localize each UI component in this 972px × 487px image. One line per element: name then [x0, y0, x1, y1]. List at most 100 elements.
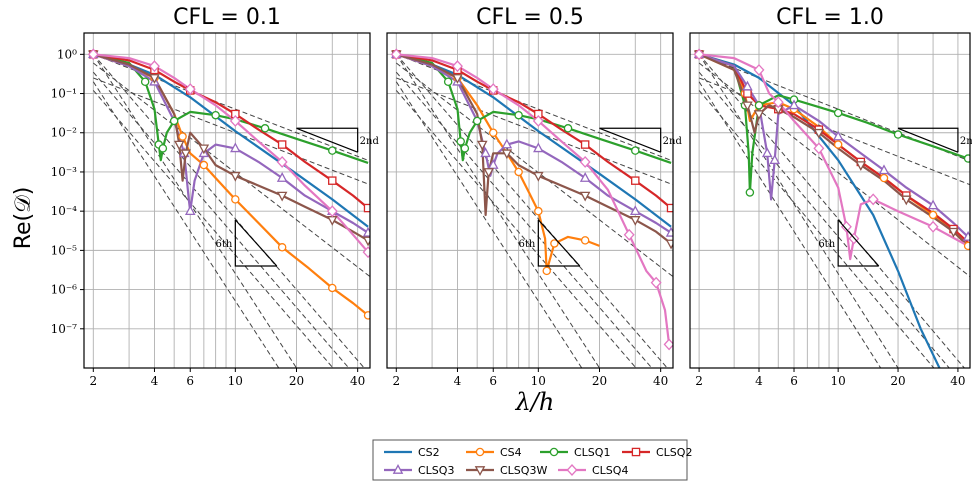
marker-clsq3w [149, 74, 160, 84]
marker-clsq1 [260, 124, 270, 133]
legend-label: CLSQ2 [656, 446, 692, 459]
marker-clsq3w [477, 140, 488, 151]
slope-triangle-hyp [599, 127, 661, 153]
legend-label: CLSQ3 [418, 464, 454, 477]
y-tick-label: 10⁻⁶ [51, 283, 78, 297]
marker-clsq4 [813, 142, 825, 155]
x-tick-label: 4 [454, 374, 462, 388]
marker-clsq3w [276, 191, 288, 202]
marker-clsq3 [362, 226, 370, 237]
marker-clsq3w [483, 168, 495, 178]
marker-clsq4 [184, 83, 196, 96]
marker-clsq3w [742, 101, 753, 112]
legend-marker-clsq2 [631, 447, 641, 457]
series-line-clsq1 [93, 53, 369, 164]
x-tick-label: 20 [890, 374, 905, 388]
marker-cs4 [178, 132, 187, 141]
series-line-clsq4 [93, 53, 369, 253]
marker-cs4 [277, 243, 287, 252]
y-tick-label: 10⁻² [51, 126, 78, 140]
reference-slopes [698, 53, 970, 368]
reference-slope-line [92, 90, 334, 368]
marker-clsq3w [230, 171, 241, 182]
legend-marker-clsq3w [474, 466, 486, 476]
marker-clsq1 [472, 116, 482, 126]
marker-clsq4 [362, 246, 370, 259]
x-tick-label: 10 [831, 374, 846, 388]
series-markers [693, 48, 970, 251]
reference-slope-line [698, 90, 935, 368]
marker-cs4 [542, 266, 551, 276]
series-line-clsq4 [396, 53, 671, 345]
grid [84, 33, 370, 369]
marker-clsq1 [140, 77, 150, 86]
grid [387, 33, 673, 369]
marker-cs4 [363, 311, 370, 320]
series-line-clsq1 [698, 53, 969, 194]
legend-marker-cs4 [475, 447, 485, 457]
marker-clsq3w [900, 195, 912, 206]
marker-clsq3 [832, 130, 844, 141]
marker-clsq1 [745, 188, 755, 197]
marker-clsq2 [328, 176, 337, 185]
marker-clsq1 [328, 146, 337, 155]
legend-label: CLSQ3W [500, 464, 547, 477]
slope-triangle [837, 219, 879, 267]
marker-cs4 [963, 241, 970, 251]
marker-clsq3 [501, 138, 513, 149]
x-tick-label: 20 [289, 374, 304, 388]
x-tick-label: 2 [89, 374, 97, 388]
y-tick-label: 10⁻¹ [51, 87, 77, 101]
slope-triangle [898, 127, 959, 153]
plot-frame [689, 32, 971, 369]
plot-frame [386, 32, 674, 369]
marker-clsq3 [962, 230, 970, 241]
marker-clsq3 [579, 172, 591, 182]
marker-clsq4 [276, 155, 288, 168]
reference-slope-line [395, 54, 601, 368]
marker-clsq3 [533, 142, 544, 153]
order-triangles: 2nd 6th [818, 127, 972, 267]
marker-clsq3w [665, 239, 673, 250]
marker-cs4 [879, 173, 889, 183]
marker-clsq1 [158, 144, 168, 153]
marker-clsq4 [623, 228, 635, 241]
marker-clsq3w [579, 191, 591, 202]
marker-clsq4 [867, 193, 879, 206]
slope-triangle-hyp [537, 219, 581, 267]
slope-triangle-hyp [837, 219, 880, 267]
y-tick-label: 10⁰ [57, 47, 77, 61]
series-markers [87, 48, 370, 320]
reference-slope-line [395, 90, 637, 368]
reference-slope-line [698, 81, 882, 368]
marker-clsq3w [753, 110, 765, 121]
legend: CS2 CS4 CLSQ1 CLSQ2 CLSQ3 CLSQ3W CLSQ4 [372, 439, 692, 481]
marker-cs4 [199, 160, 209, 170]
marker-clsq3w [948, 227, 959, 238]
x-tick-label: 6 [790, 374, 798, 388]
slope-triangle-label: 2nd [960, 136, 972, 147]
legend-marker-clsq3 [392, 464, 404, 474]
series-line-cs4 [395, 53, 600, 272]
marker-clsq3w [180, 149, 192, 160]
reference-slope-line [395, 62, 673, 277]
y-axis-label: Re(𝒟) [11, 187, 36, 250]
marker-clsq3 [629, 205, 641, 216]
marker-clsq3 [788, 99, 800, 110]
x-ticks: 2 4 6 10 20 40 [89, 368, 365, 388]
slope-triangle-label: 6th [818, 239, 835, 250]
marker-clsq4 [532, 114, 544, 127]
slope-triangle [599, 127, 662, 153]
marker-clsq3w [813, 128, 825, 139]
legend-marker-clsq1 [549, 447, 559, 457]
legend-label: CLSQ4 [592, 464, 628, 477]
marker-clsq1 [460, 144, 470, 153]
x-tick-label: 2 [392, 374, 400, 388]
reference-slope-line [92, 71, 350, 368]
y-tick-label: 10⁻⁵ [51, 243, 78, 257]
marker-clsq4 [693, 48, 705, 61]
marker-clsq3 [761, 147, 773, 158]
slope-triangle-label: 6th [215, 239, 232, 250]
